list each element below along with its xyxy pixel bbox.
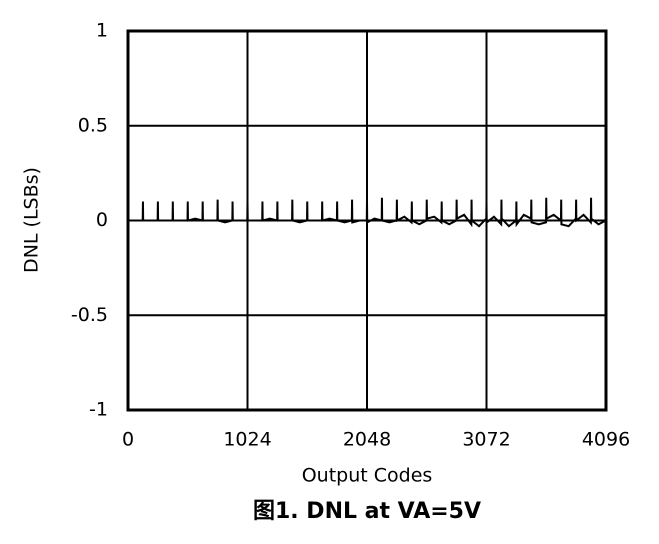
y-tick-label: -1 bbox=[89, 399, 108, 421]
x-axis-label: Output Codes bbox=[302, 465, 433, 487]
chart-title: 图1. DNL at VA=5V bbox=[253, 499, 481, 524]
x-tick-label: 1024 bbox=[223, 429, 271, 451]
x-tick-label: 0 bbox=[122, 429, 134, 451]
x-tick-label: 3072 bbox=[462, 429, 510, 451]
x-tick-label: 2048 bbox=[343, 429, 391, 451]
y-axis-label: DNL (LSBs) bbox=[21, 167, 43, 273]
dnl-line bbox=[128, 197, 607, 228]
y-tick-label: 0 bbox=[96, 209, 108, 231]
y-tick-label: 0.5 bbox=[78, 114, 108, 136]
y-tick-label: -0.5 bbox=[71, 304, 108, 326]
x-tick-label: 4096 bbox=[582, 429, 630, 451]
y-tick-label: 1 bbox=[96, 20, 108, 42]
